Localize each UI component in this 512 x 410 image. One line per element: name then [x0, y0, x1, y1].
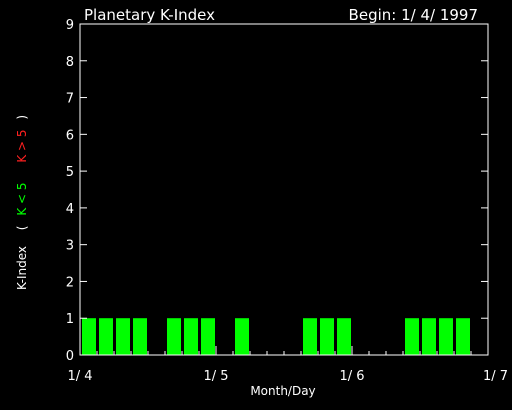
- y-axis-label: K-Index ( K < 5 K > 5 ): [15, 115, 29, 290]
- x-tick-group: 1/ 4 1/ 5 1/ 6 1/ 7: [67, 346, 508, 384]
- y-tick-label: 1: [66, 312, 74, 327]
- kindex-bar: [167, 318, 181, 355]
- y-tick-label: 6: [66, 128, 74, 143]
- y-axis-label-prefix: K-Index: [15, 246, 29, 290]
- kindex-bar: [405, 318, 419, 355]
- kindex-bar: [116, 318, 130, 355]
- y-tick-label: 8: [66, 55, 74, 70]
- kindex-bar: [201, 318, 215, 355]
- x-tick-label: 1/ 6: [339, 369, 364, 384]
- x-tick-label: 1/ 5: [203, 369, 228, 384]
- kindex-bar: [456, 318, 470, 355]
- y-axis-label-open-paren: (: [15, 226, 29, 231]
- y-tick-label: 7: [66, 92, 74, 107]
- bar-group: [82, 318, 470, 355]
- kindex-bar: [133, 318, 147, 355]
- kindex-bar: [422, 318, 436, 355]
- kindex-bar: [99, 318, 113, 355]
- kindex-bar: [337, 318, 351, 355]
- y-axis-label-red: K > 5: [15, 129, 29, 162]
- y-tick-label: 9: [66, 18, 74, 33]
- y-tick-label: 4: [66, 202, 74, 217]
- chart-title: Planetary K-Index: [84, 6, 215, 24]
- y-axis-label-close-paren: ): [15, 115, 29, 120]
- kindex-bar: [82, 318, 96, 355]
- y-tick-label: 0: [66, 349, 74, 364]
- kindex-bar: [439, 318, 453, 355]
- kindex-bar: [184, 318, 198, 355]
- y-tick-label: 5: [66, 165, 74, 180]
- y-tick-group: 0 1 2 3 4 5 6 7 8 9: [66, 18, 488, 364]
- kindex-bar: [303, 318, 317, 355]
- x-tick-label: 1/ 7: [483, 369, 508, 384]
- kindex-bar: [320, 318, 334, 355]
- chart-subtitle: Begin: 1/ 4/ 1997: [349, 6, 478, 24]
- y-tick-label: 2: [66, 275, 74, 290]
- y-tick-label: 3: [66, 239, 74, 254]
- x-tick-label: 1/ 4: [67, 369, 92, 384]
- y-axis-label-green: K < 5: [15, 182, 29, 215]
- kindex-bar: [235, 318, 249, 355]
- x-axis-label: Month/Day: [250, 384, 315, 398]
